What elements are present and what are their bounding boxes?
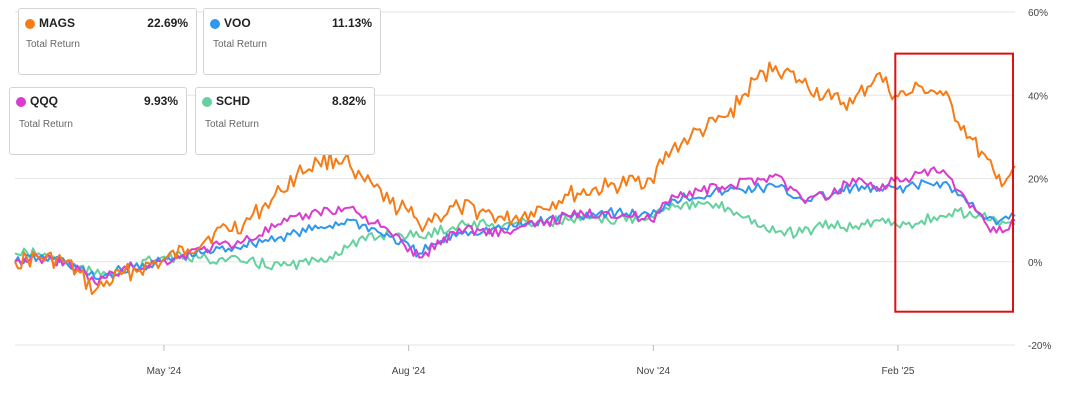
y-tick-label: 20% — [1028, 175, 1048, 186]
legend-ticker-qqq: QQQ — [30, 94, 59, 108]
series-line-mags — [14, 61, 1016, 296]
legend-sub-voo: Total Return — [213, 39, 267, 50]
legend-ticker-schd: SCHD — [216, 94, 251, 108]
legend-value-voo: 11.13% — [331, 16, 372, 30]
legend-ticker-voo: VOO — [224, 16, 251, 30]
legend-value-schd: 8.82% — [331, 94, 366, 108]
x-tick-label: Aug '24 — [392, 366, 426, 377]
y-tick-label: 0% — [1028, 258, 1043, 269]
legend-card-qqq[interactable]: QQQ 9.93% Total Return — [9, 87, 187, 155]
legend-card-voo[interactable]: VOO 11.13% Total Return — [203, 8, 381, 75]
x-tick-label: May '24 — [147, 366, 182, 377]
legend-dot-voo — [210, 19, 220, 29]
y-tick-label: -20% — [1028, 341, 1051, 352]
legend-sub-schd: Total Return — [205, 119, 259, 130]
legend-value-qqq: 9.93% — [143, 94, 178, 108]
series-line-qqq — [14, 166, 1015, 287]
legend-sub-mags: Total Return — [26, 39, 80, 50]
y-tick-label: 40% — [1028, 91, 1048, 102]
y-tick-label: 60% — [1028, 8, 1048, 19]
highlight-box — [894, 52, 1015, 313]
legend-dot-qqq — [16, 97, 26, 107]
x-tick-label: Feb '25 — [881, 366, 914, 377]
legend-value-mags: 22.69% — [147, 16, 188, 30]
legend-card-schd[interactable]: SCHD 8.82% Total Return — [195, 87, 375, 155]
legend-dot-schd — [202, 97, 212, 107]
legend-card-mags[interactable]: MAGS 22.69% Total Return — [18, 8, 197, 75]
legend-sub-qqq: Total Return — [19, 119, 73, 130]
legend-ticker-mags: MAGS — [39, 16, 75, 30]
x-tick-label: Nov '24 — [637, 366, 671, 377]
legend-dot-mags — [25, 19, 35, 29]
series-line-schd — [14, 200, 1016, 277]
